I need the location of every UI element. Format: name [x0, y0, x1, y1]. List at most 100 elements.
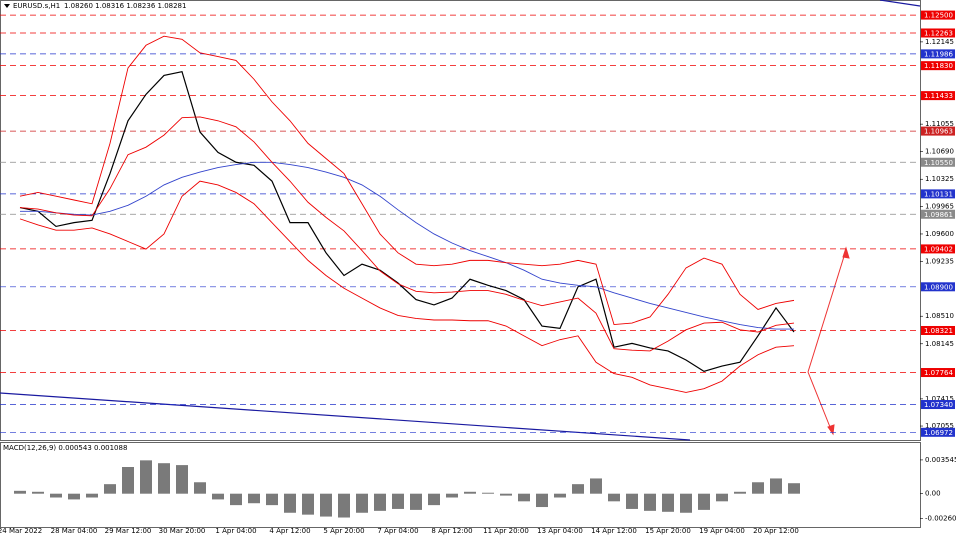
y-tick-label: 1.10325 — [925, 175, 954, 183]
macd-bar — [464, 491, 476, 494]
ohlc: 1.08260 1.08316 1.08236 1.08281 — [64, 2, 186, 10]
macd-bar — [194, 482, 206, 494]
y-tick-label: -0.002607 — [925, 515, 956, 523]
symbol: EURUSD.s,H1 — [13, 2, 60, 10]
macd-bar — [482, 492, 494, 494]
macd-bar — [374, 493, 386, 511]
x-tick-label: 24 Mar 2022 — [0, 527, 42, 535]
level-box — [921, 282, 955, 292]
main-panel — [0, 0, 921, 441]
macd-title: MACD(12,26,9) 0.000543 0.001088 — [3, 444, 127, 452]
series-line — [19, 35, 795, 326]
series-line — [19, 116, 795, 352]
macd-bar — [302, 493, 314, 515]
macd-bar — [356, 493, 368, 513]
macd-bar — [140, 460, 152, 494]
forecast-arrows — [807, 246, 850, 436]
macd-bar — [68, 493, 80, 500]
macd-bar — [626, 493, 638, 509]
level-label: 1.09861 — [924, 211, 953, 219]
level-label: 1.09402 — [924, 245, 953, 253]
level-label: 1.12500 — [924, 12, 953, 20]
macd-bar — [536, 493, 548, 508]
series-line — [19, 180, 795, 393]
macd-bar — [338, 493, 350, 518]
macd-bar — [86, 493, 98, 498]
macd-bar — [104, 484, 116, 494]
macd-bar — [284, 493, 296, 513]
level-box — [921, 400, 955, 410]
macd-bar — [230, 493, 242, 506]
y-tick-label: 1.07055 — [925, 422, 954, 430]
macd-bar — [734, 491, 746, 494]
y-tick-label: 1.07415 — [925, 395, 954, 403]
macd-bar — [392, 493, 404, 509]
level-label: 1.07340 — [924, 401, 953, 409]
level-box — [921, 157, 955, 167]
macd-bar — [446, 493, 458, 498]
macd-bar — [248, 493, 260, 504]
macd-bar — [158, 463, 170, 494]
level-box — [921, 61, 955, 71]
macd-bar — [176, 465, 188, 494]
menu-icon[interactable] — [4, 4, 10, 8]
x-tick-label: 15 Apr 20:00 — [645, 527, 691, 535]
x-tick-label: 29 Mar 12:00 — [105, 527, 152, 535]
macd-bar — [752, 482, 764, 494]
level-box — [921, 325, 955, 335]
macd-bar — [32, 491, 44, 494]
x-tick-label: 20 Apr 12:00 — [753, 527, 799, 535]
level-box — [921, 126, 955, 136]
x-tick-label: 4 Apr 12:00 — [269, 527, 310, 535]
macd-bar — [518, 493, 530, 502]
macd-bar — [770, 478, 782, 494]
level-label: 1.10131 — [924, 190, 953, 198]
level-label: 1.11830 — [924, 62, 953, 70]
series-line — [20, 161, 794, 330]
x-tick-label: 30 Mar 20:00 — [159, 527, 206, 535]
macd-bar — [788, 483, 800, 494]
y-tick-label: 1.10690 — [925, 148, 954, 156]
macd-bar — [716, 493, 728, 502]
level-label: 1.08900 — [924, 283, 953, 291]
x-tick-label: 1 Apr 04:00 — [215, 527, 256, 535]
level-box — [921, 28, 955, 38]
level-box — [921, 427, 955, 437]
level-label: 1.10963 — [924, 128, 953, 136]
level-label: 1.11986 — [924, 50, 953, 58]
x-tick-label: 8 Apr 12:00 — [431, 527, 472, 535]
level-label: 1.10550 — [924, 159, 953, 167]
macd-bar — [122, 467, 134, 494]
level-box — [921, 189, 955, 199]
level-label: 1.06972 — [924, 429, 953, 437]
macd-bar — [680, 493, 692, 513]
x-tick-label: 11 Apr 20:00 — [483, 527, 529, 535]
level-box — [921, 244, 955, 254]
x-tick-label: 14 Apr 12:00 — [591, 527, 637, 535]
macd-bar — [662, 493, 674, 512]
macd-bar — [212, 493, 224, 500]
macd-bar — [428, 493, 440, 506]
level-box — [921, 10, 955, 20]
series-line — [19, 70, 795, 372]
y-tick-label: 1.11055 — [925, 120, 954, 128]
macd-bar — [572, 484, 584, 494]
macd-bar — [14, 490, 26, 494]
trend-line — [879, 0, 921, 7]
arrow-head — [827, 424, 835, 436]
y-tick-label: 1.09600 — [925, 230, 954, 238]
macd-bar — [410, 493, 422, 510]
level-label: 1.07764 — [924, 369, 953, 377]
macd-bar — [266, 493, 278, 506]
x-tick-label: 28 Mar 04:00 — [51, 527, 98, 535]
level-box — [921, 91, 955, 101]
x-tick-label: 7 Apr 04:00 — [377, 527, 418, 535]
level-box — [921, 209, 955, 219]
y-tick-label: 1.09965 — [925, 202, 954, 210]
arrow-head — [842, 246, 850, 259]
x-tick-label: 5 Apr 20:00 — [323, 527, 364, 535]
x-tick-label: 13 Apr 04:00 — [537, 527, 583, 535]
macd-bar — [590, 478, 602, 494]
